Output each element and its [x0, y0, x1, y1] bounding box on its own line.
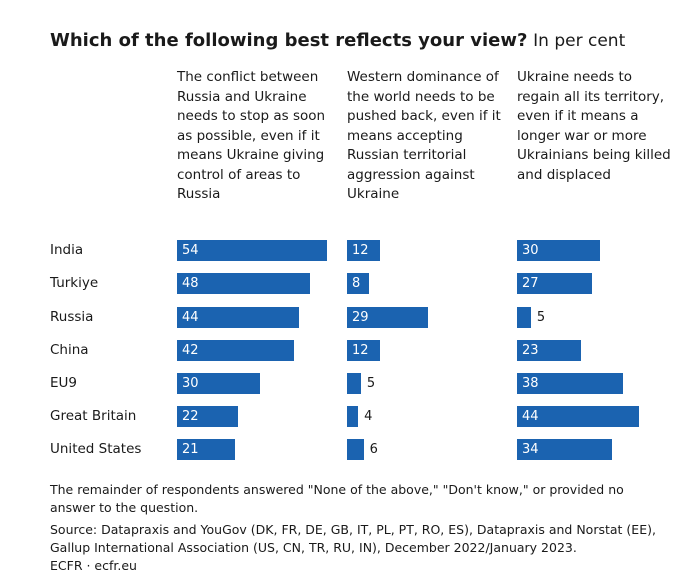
chart-subtitle: In per cent [533, 31, 626, 51]
category-label: United States [50, 441, 142, 457]
category-label: EU9 [50, 375, 77, 391]
bar [177, 273, 311, 294]
value-label: 4 [364, 409, 373, 424]
category-label: China [50, 342, 89, 358]
bar [347, 240, 381, 261]
value-label: 23 [522, 343, 539, 358]
bar [177, 240, 328, 261]
bar [517, 240, 601, 261]
value-label: 42 [182, 343, 199, 358]
bar [347, 340, 381, 361]
category-label: India [50, 242, 84, 258]
bar [347, 273, 370, 294]
bar [347, 406, 359, 427]
chart-header: Which of the following best reflects you… [50, 30, 625, 51]
value-label: 5 [536, 310, 546, 325]
value-label: 29 [352, 310, 369, 325]
source: Source: Datapraxis and YouGov (DK, FR, D… [50, 522, 656, 555]
column-header: The conflict between Russia and Ukraine … [177, 69, 326, 202]
value-label: 6 [369, 442, 378, 457]
value-label: 5 [366, 376, 376, 391]
bar [517, 340, 581, 361]
value-label: 12 [352, 243, 369, 258]
bar [517, 373, 623, 394]
bar [347, 373, 361, 394]
chart-title: Which of the following best reflects you… [50, 30, 528, 51]
bar [517, 406, 640, 427]
value-label: 21 [182, 442, 199, 457]
bar [177, 307, 300, 328]
value-label: 27 [522, 276, 539, 291]
bar [177, 340, 294, 361]
bar [347, 307, 428, 328]
value-label: 34 [522, 442, 539, 457]
value-label: 44 [522, 409, 539, 424]
value-label: 38 [522, 376, 539, 391]
credit: ECFR · ecfr.eu [50, 558, 137, 573]
bar [517, 439, 612, 460]
bar [517, 273, 593, 294]
value-label: 30 [522, 243, 539, 258]
value-label: 8 [352, 276, 361, 291]
value-label: 22 [182, 409, 199, 424]
value-label: 12 [352, 343, 369, 358]
value-label: 48 [182, 276, 199, 291]
bar [177, 406, 239, 427]
note: The remainder of respondents answered "N… [50, 482, 624, 515]
bar [517, 307, 531, 328]
bar [347, 439, 364, 460]
bar [177, 373, 261, 394]
category-label: Russia [50, 309, 94, 325]
value-label: 44 [182, 310, 199, 325]
bar [177, 439, 236, 460]
column-header: Ukraine needs to regain all its territor… [517, 69, 671, 183]
category-label: Turkiye [50, 275, 99, 291]
value-label: 30 [182, 376, 199, 391]
value-label: 54 [182, 243, 199, 258]
category-label: Great Britain [50, 408, 137, 424]
column-header: Western dominance of the world needs to … [347, 69, 501, 202]
